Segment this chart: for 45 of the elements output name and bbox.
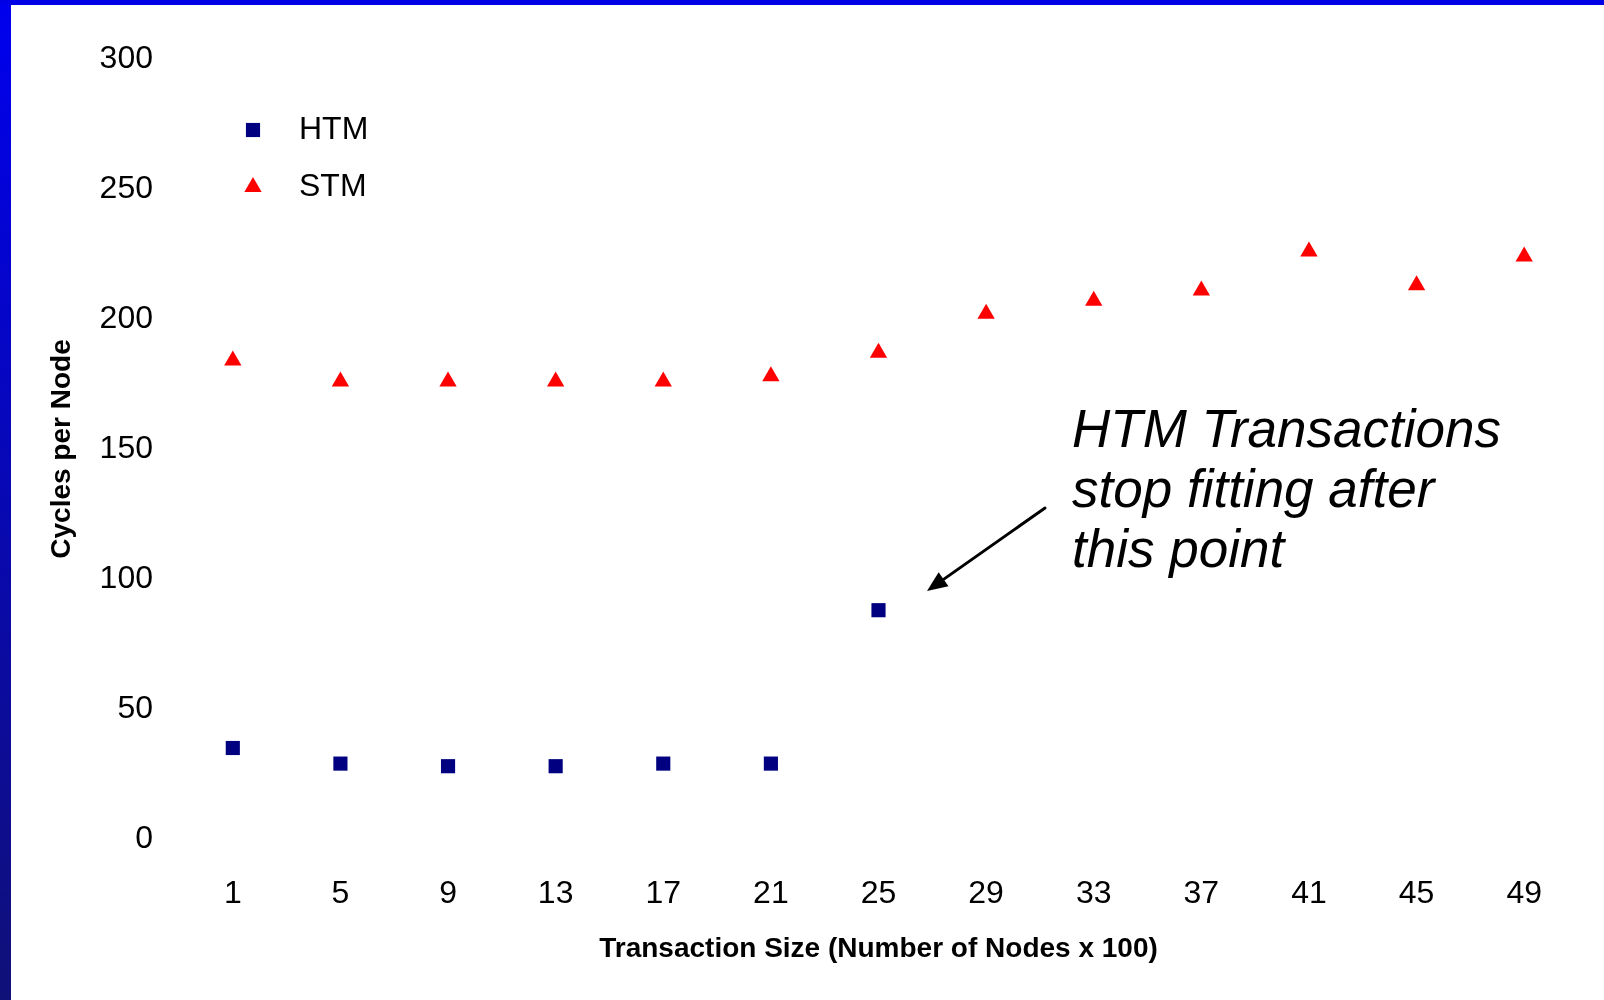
x-tick-label: 33 [1075, 874, 1112, 911]
y-tick-label: 0 [135, 818, 153, 855]
point [1192, 280, 1211, 296]
point [1515, 246, 1533, 262]
y-tick-label: 100 [99, 558, 153, 595]
point [333, 756, 348, 771]
point [977, 303, 995, 319]
point [224, 350, 242, 366]
y-axis-title: Cycles per Node [44, 339, 76, 559]
x-tick-label: 1 [223, 874, 242, 911]
x-axis-title: Transaction Size (Number of Nodes x 100) [599, 931, 1158, 963]
point [1300, 241, 1318, 257]
x-tick-label: 17 [645, 874, 682, 911]
point [762, 366, 780, 382]
y-tick-label: 300 [99, 38, 153, 75]
point [763, 756, 778, 771]
x-tick-label: 45 [1398, 874, 1435, 911]
point [546, 371, 565, 387]
y-tick-label: 250 [99, 168, 153, 205]
x-tick-label: 9 [439, 874, 457, 911]
point [654, 371, 672, 387]
point [225, 740, 240, 756]
point [871, 603, 886, 618]
legend-label: HTM [299, 109, 369, 146]
y-tick-label: 200 [99, 298, 153, 335]
x-tick-label: 49 [1506, 874, 1542, 911]
point [440, 759, 456, 774]
y-tick-label: 150 [99, 428, 153, 465]
point [869, 342, 888, 358]
point [1407, 275, 1426, 291]
point [656, 756, 671, 771]
x-tick-label: 41 [1291, 874, 1327, 911]
x-tick-label: 21 [753, 874, 789, 911]
x-tick-label: 37 [1183, 874, 1220, 911]
point [548, 759, 563, 774]
point [331, 371, 350, 387]
legend-label: STM [299, 166, 367, 203]
y-tick-label: 50 [117, 688, 153, 725]
x-tick-label: 5 [331, 874, 350, 911]
x-tick-label: 29 [968, 874, 1004, 911]
point [1085, 290, 1103, 306]
x-tick-label: 25 [860, 874, 897, 911]
annotation: HTM Transactions stop fitting after this point [1072, 399, 1501, 578]
x-tick-label: 13 [537, 874, 574, 911]
point [439, 371, 457, 387]
